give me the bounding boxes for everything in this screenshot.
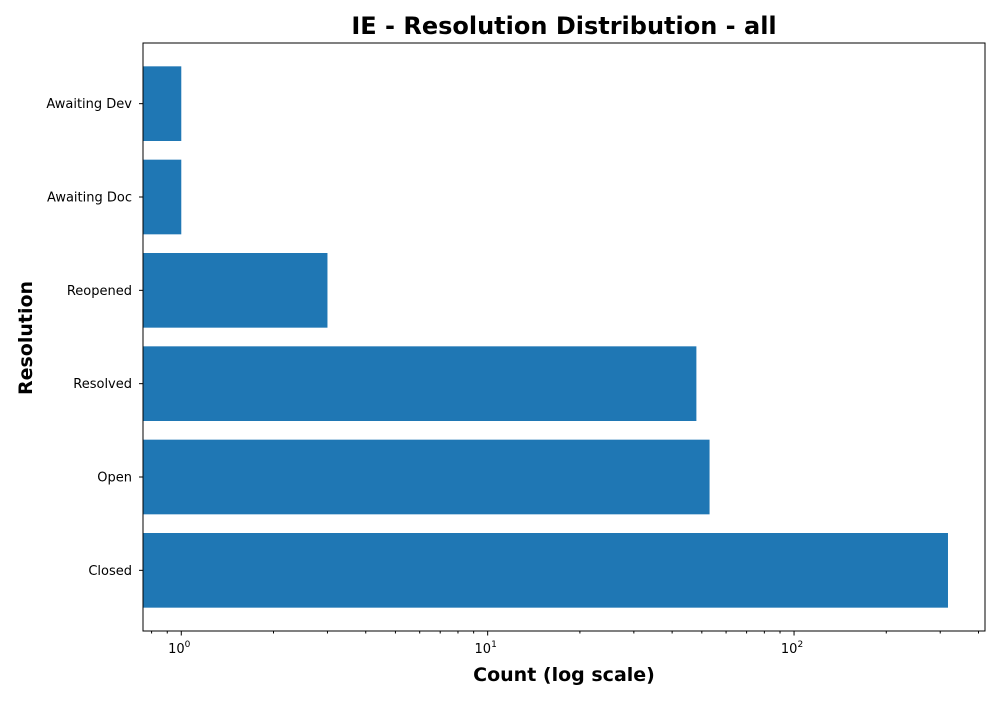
y-tick-label: Awaiting Doc bbox=[47, 191, 132, 206]
x-axis: 100 101 102 bbox=[151, 631, 980, 657]
x-tick-base: 10 bbox=[781, 642, 798, 657]
y-tick-label: Closed bbox=[88, 564, 132, 579]
y-tick-label: Resolved bbox=[73, 377, 132, 392]
x-tick-exponent: 2 bbox=[797, 640, 803, 650]
x-tick-label: 102 bbox=[781, 640, 803, 657]
y-tick-label: Open bbox=[97, 471, 132, 486]
bar-closed bbox=[143, 533, 948, 608]
bars-layer bbox=[143, 66, 948, 608]
x-tick-exponent: 1 bbox=[491, 640, 497, 650]
x-tick-base: 10 bbox=[475, 642, 492, 657]
y-axis: Closed Open Resolved Reopened Awaiting Doc Aw… bbox=[46, 97, 143, 579]
y-tick-label: Reopened bbox=[67, 284, 132, 299]
bar-resolved bbox=[143, 346, 697, 421]
chart-title: IE - Resolution Distribution - all bbox=[351, 12, 776, 40]
bar-awaiting-doc bbox=[143, 159, 182, 235]
x-tick-label: 100 bbox=[168, 640, 191, 657]
x-tick-exponent: 0 bbox=[185, 640, 191, 650]
y-tick-label: Awaiting Dev bbox=[46, 97, 132, 112]
bar-open bbox=[143, 439, 710, 515]
y-axis-label: Resolution bbox=[15, 281, 37, 395]
plot-frame bbox=[142, 42, 986, 632]
x-tick-base: 10 bbox=[168, 642, 185, 657]
bar-reopened bbox=[143, 253, 328, 328]
x-axis-label: Count (log scale) bbox=[473, 664, 655, 686]
x-tick-label: 101 bbox=[475, 640, 497, 657]
bar-awaiting-dev bbox=[143, 66, 182, 141]
